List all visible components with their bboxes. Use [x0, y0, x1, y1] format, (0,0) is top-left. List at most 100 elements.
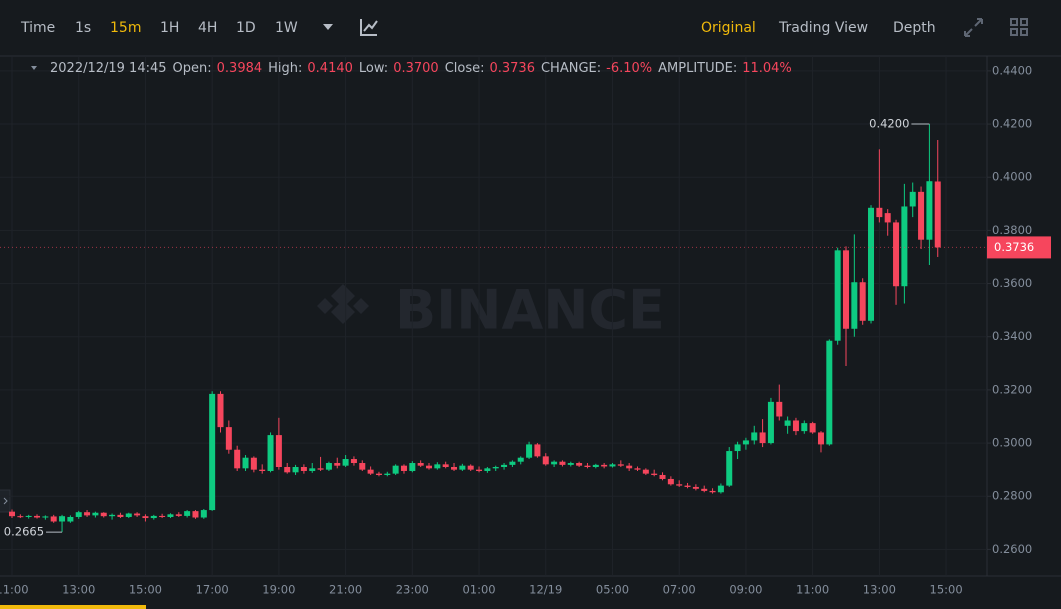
- interval[interactable]: 15m: [110, 20, 141, 36]
- candle-body: [476, 469, 483, 471]
- x-tick-label: 23:00: [396, 583, 429, 597]
- info-field-name: Low:: [359, 61, 388, 76]
- candle-body: [442, 464, 449, 468]
- view-tab[interactable]: Original: [701, 20, 756, 36]
- max-label: 0.4200: [869, 117, 909, 131]
- candle-body: [334, 463, 341, 466]
- candle-body: [817, 432, 824, 445]
- fullscreen-icon[interactable]: [964, 18, 983, 37]
- candle-body: [934, 181, 941, 248]
- candle-body: [801, 423, 808, 432]
- info-field-value: -6.10%: [606, 61, 652, 76]
- candle-body: [809, 423, 816, 433]
- candle-body: [876, 207, 883, 218]
- candle-body: [918, 191, 925, 240]
- view-tab[interactable]: Depth: [893, 20, 936, 36]
- candle-body: [150, 515, 157, 519]
- candle-body: [851, 282, 858, 329]
- info-field-value: 0.3984: [217, 61, 263, 76]
- candle-body: [275, 435, 282, 468]
- info-field-value: 0.3736: [489, 61, 535, 76]
- candle-body: [784, 420, 791, 426]
- x-tick-label: 19:00: [262, 583, 295, 597]
- y-tick-label: 0.3000: [992, 436, 1032, 450]
- candle-body: [767, 401, 774, 444]
- interval[interactable]: 1D: [236, 20, 256, 36]
- watermark-text: BINANCE: [395, 279, 665, 342]
- candle-body: [367, 469, 374, 474]
- candle-body: [250, 457, 257, 470]
- candle-body: [859, 282, 866, 321]
- x-tick-label: 17:00: [196, 583, 229, 597]
- candle-body: [259, 469, 266, 471]
- candle-body: [350, 459, 357, 464]
- candle-body: [34, 515, 41, 518]
- candle-body: [217, 393, 224, 428]
- candle-body: [459, 465, 466, 470]
- interval[interactable]: 4H: [198, 20, 217, 36]
- candle-body: [9, 511, 15, 517]
- candle-body: [75, 512, 82, 517]
- candle-body: [167, 514, 174, 517]
- candle-body: [792, 420, 799, 432]
- view-tab[interactable]: Trading View: [778, 20, 868, 36]
- candle-body: [375, 473, 382, 475]
- candle-body: [601, 464, 608, 467]
- candle-body: [242, 457, 249, 469]
- candle-body: [426, 465, 432, 469]
- candle-body: [734, 444, 741, 452]
- info-field-name: AMPLITUDE:: [658, 61, 737, 76]
- dropdown[interactable]: [323, 24, 333, 30]
- interval[interactable]: Time: [20, 20, 55, 36]
- candle-body: [67, 516, 74, 522]
- candle-body: [109, 514, 116, 517]
- candle-body: [826, 340, 833, 445]
- candle-body: [92, 512, 99, 516]
- layout-icon[interactable]: [1010, 18, 1028, 36]
- candle-body: [868, 207, 875, 321]
- info-date: 2022/12/19 14:45: [50, 61, 167, 76]
- candle-body: [234, 449, 241, 469]
- candle-body: [576, 463, 583, 466]
- candle-body: [84, 512, 91, 516]
- side-toggle[interactable]: [0, 489, 11, 513]
- interval[interactable]: 1s: [75, 20, 91, 36]
- candle-body: [617, 464, 624, 466]
- candle-body: [834, 250, 841, 341]
- candle-body: [651, 473, 658, 475]
- y-tick-label: 0.4200: [992, 117, 1032, 131]
- candle-body: [526, 444, 533, 458]
- candle-body: [484, 468, 491, 471]
- candle-body: [692, 486, 699, 489]
- candle-body: [317, 468, 324, 470]
- y-tick-label: 0.3600: [992, 276, 1032, 290]
- candle-body: [192, 511, 199, 518]
- x-tick-label: 13:00: [62, 583, 95, 597]
- candle-body: [384, 473, 391, 475]
- candle-body: [434, 464, 441, 469]
- info-field-value: 0.4140: [307, 61, 353, 76]
- y-tick-label: 0.2800: [992, 489, 1032, 503]
- candle-body: [225, 427, 232, 450]
- indicator-icon[interactable]: [360, 19, 378, 36]
- candle-body: [175, 514, 182, 516]
- candle-body: [926, 181, 933, 240]
- scroll-indicator: [0, 605, 146, 609]
- y-tick-label: 0.3400: [992, 329, 1032, 343]
- candle-body: [709, 490, 716, 493]
- candle-body: [759, 432, 766, 444]
- candle-body: [492, 467, 499, 469]
- x-tick-label: 01:00: [462, 583, 495, 597]
- interval[interactable]: 1H: [160, 20, 179, 36]
- candle-body: [843, 250, 849, 329]
- y-tick-label: 0.2600: [992, 542, 1032, 556]
- interval[interactable]: 1W: [275, 20, 298, 36]
- y-tick-label: 0.4000: [992, 170, 1032, 184]
- x-tick-label: 05:00: [596, 583, 629, 597]
- candle-body: [50, 516, 57, 522]
- candle-body: [342, 459, 349, 466]
- candle-body: [542, 456, 549, 465]
